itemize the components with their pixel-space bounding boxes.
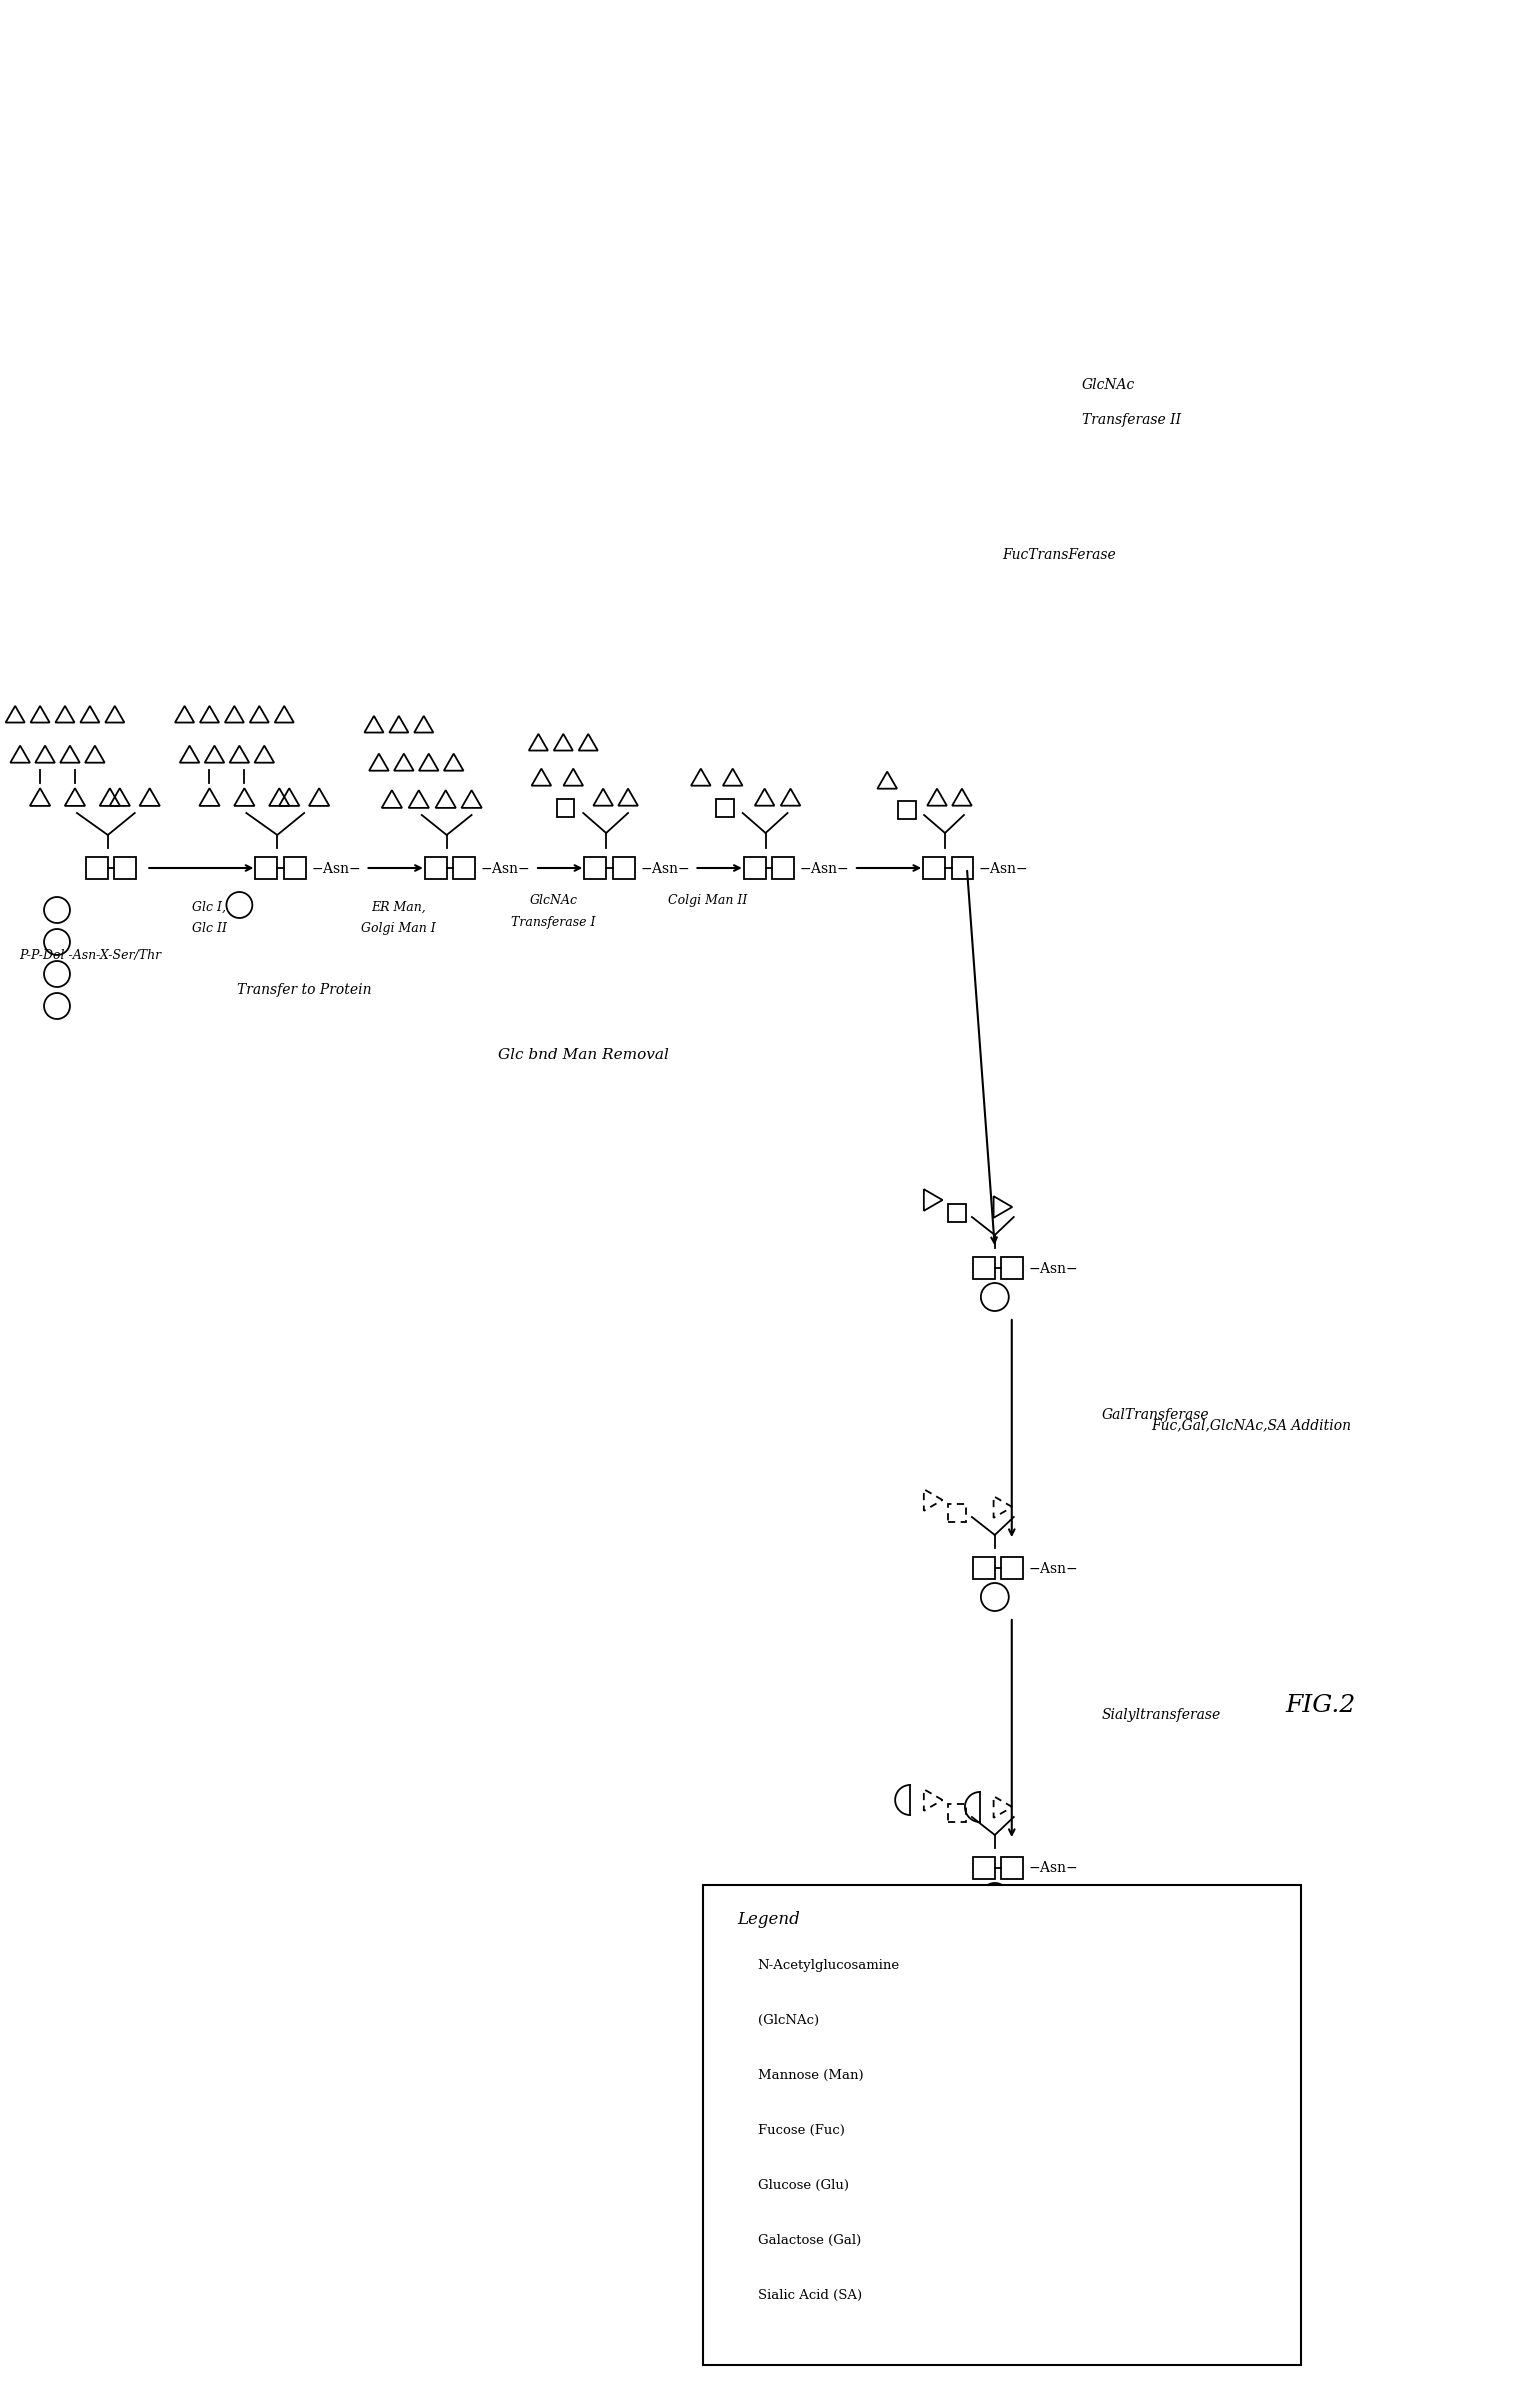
Bar <box>973 1857 995 1878</box>
Text: ER Man,: ER Man, <box>371 899 426 914</box>
Bar <box>949 1503 966 1522</box>
Text: $-$Asn$-$: $-$Asn$-$ <box>1029 1561 1078 1575</box>
Bar <box>973 1258 995 1279</box>
Text: GlcNAc: GlcNAc <box>529 895 578 907</box>
Text: $-$Asn$-$: $-$Asn$-$ <box>1029 1260 1078 1275</box>
Text: $-$Asn$-$: $-$Asn$-$ <box>978 861 1029 875</box>
Text: $-$Asn$-$: $-$Asn$-$ <box>311 861 360 875</box>
Text: Fucose (Fuc): Fucose (Fuc) <box>757 2124 845 2136</box>
Bar <box>744 856 765 878</box>
Bar <box>613 856 635 878</box>
Bar <box>1001 1556 1024 1580</box>
Bar <box>923 856 944 878</box>
Bar <box>115 856 136 878</box>
Text: GalTransferase: GalTransferase <box>1102 1407 1210 1421</box>
Bar <box>773 856 794 878</box>
Text: Glucose (Glu): Glucose (Glu) <box>757 2179 849 2191</box>
Bar <box>702 1886 1302 2364</box>
Bar <box>256 856 277 878</box>
Bar <box>1001 1857 1024 1878</box>
Bar <box>716 798 733 818</box>
Text: $-$Asn$-$: $-$Asn$-$ <box>639 861 690 875</box>
Text: Sialic Acid (SA): Sialic Acid (SA) <box>757 2290 862 2302</box>
Bar <box>1001 1258 1024 1279</box>
Text: Mannose (Man): Mannose (Man) <box>757 2068 863 2080</box>
Bar <box>898 801 915 818</box>
Text: Transferase II: Transferase II <box>1082 414 1180 428</box>
Text: Legend: Legend <box>737 1912 800 1929</box>
Bar <box>722 2309 744 2330</box>
Bar <box>284 856 305 878</box>
Bar <box>952 856 973 878</box>
Bar <box>949 1205 966 1222</box>
Bar <box>973 1556 995 1580</box>
Text: $-$Asn$-$: $-$Asn$-$ <box>799 861 849 875</box>
Text: Sialyltransferase: Sialyltransferase <box>1102 1708 1220 1722</box>
Text: $-$Asn$-$: $-$Asn$-$ <box>1029 1861 1078 1876</box>
Text: P-P-Dol -Asn-X-Ser/Thr: P-P-Dol -Asn-X-Ser/Thr <box>18 948 161 962</box>
Text: Fuc,Gal,GlcNAc,SA Addition: Fuc,Gal,GlcNAc,SA Addition <box>1151 1419 1351 1431</box>
Text: FucTransFerase: FucTransFerase <box>1001 548 1116 563</box>
Bar <box>425 856 446 878</box>
Text: Glc II: Glc II <box>192 921 227 936</box>
Text: Transferase I: Transferase I <box>510 916 596 928</box>
Bar <box>86 856 107 878</box>
Text: Golgi Man I: Golgi Man I <box>362 921 437 936</box>
Bar <box>949 1804 966 1823</box>
Bar <box>556 798 573 818</box>
Text: (GlcNAc): (GlcNAc) <box>757 2013 819 2027</box>
Text: Galactose (Gal): Galactose (Gal) <box>757 2234 862 2246</box>
Text: GlcNAc: GlcNAc <box>1082 378 1134 392</box>
Bar <box>454 856 475 878</box>
Text: Transfer to Protein: Transfer to Protein <box>238 984 371 998</box>
Text: Glc bnd Man Removal: Glc bnd Man Removal <box>498 1049 668 1063</box>
Text: $-$Asn$-$: $-$Asn$-$ <box>480 861 530 875</box>
Text: Colgi Man II: Colgi Man II <box>668 895 748 907</box>
Text: FIG.2: FIG.2 <box>1286 1693 1355 1717</box>
Bar <box>584 856 606 878</box>
Text: N-Acetylglucosamine: N-Acetylglucosamine <box>757 1958 900 1972</box>
Text: Glc I,: Glc I, <box>193 899 227 914</box>
